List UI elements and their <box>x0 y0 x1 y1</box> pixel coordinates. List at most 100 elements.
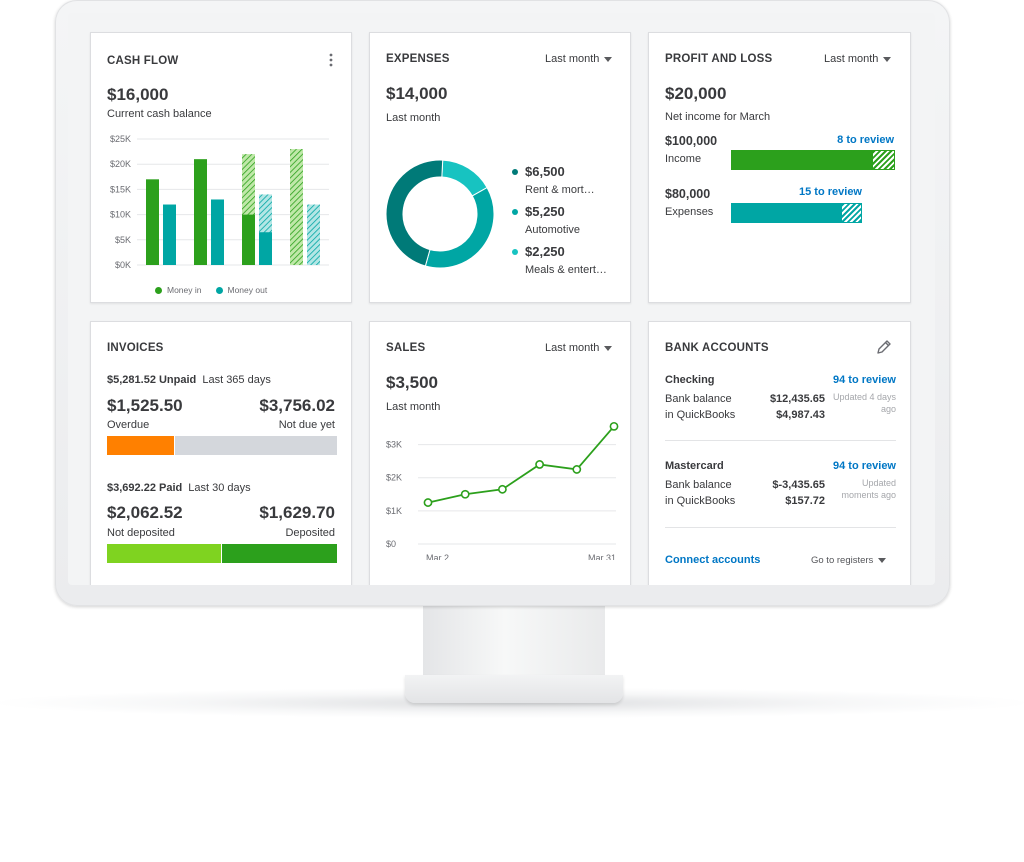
sales-point[interactable] <box>609 421 619 431</box>
bank-balance-value: $-3,435.65 <box>772 479 825 491</box>
expenses-subtitle: Last month <box>386 112 441 124</box>
not-deposited-bar-fill <box>107 544 221 563</box>
sales-point[interactable] <box>535 460 544 469</box>
period-label: Last month <box>545 53 600 65</box>
net-income-label: Net income for March <box>665 111 771 123</box>
unpaid-bar[interactable] <box>107 436 337 455</box>
updated-status: Updated 4 days ago <box>832 392 896 414</box>
bank-accounts-card[interactable]: BANK ACCOUNTS Checking 94 to review Bank b… <box>648 321 911 585</box>
money-out-bar[interactable] <box>307 204 320 265</box>
y-tick-label: $5K <box>115 235 131 245</box>
dashboard-screen: CASH FLOW $16,000 Current cash balance $… <box>68 13 935 585</box>
chevron-down-icon <box>604 56 613 62</box>
registers-label: Go to registers <box>811 555 874 566</box>
money-in-legend: Money in <box>167 285 202 295</box>
money-in-bar[interactable] <box>290 149 303 265</box>
card-title: PROFIT AND LOSS <box>665 53 773 65</box>
expenses-period-dropdown[interactable]: Last month <box>545 53 613 65</box>
sales-point[interactable] <box>572 465 582 474</box>
expense-amount: $2,250 <box>525 244 565 259</box>
expenses-review-link[interactable]: 15 to review <box>799 186 862 198</box>
sales-period-dropdown[interactable]: Last month <box>545 342 613 354</box>
quickbooks-balance-label: in QuickBooks <box>665 409 736 421</box>
money-out-legend: Money out <box>227 285 268 295</box>
cash-flow-legend: Money in Money out <box>155 285 267 295</box>
account-name: Checking <box>665 374 715 386</box>
cash-flow-card[interactable]: CASH FLOW $16,000 Current cash balance $… <box>90 32 352 303</box>
donut-slice[interactable] <box>441 159 488 197</box>
money-in-legend-dot <box>155 286 162 294</box>
cash-balance-amount: $16,000 <box>107 85 169 104</box>
profit-loss-period-dropdown[interactable]: Last month <box>824 53 892 65</box>
card-title: EXPENSES <box>386 53 450 65</box>
connect-accounts-link[interactable]: Connect accounts <box>665 554 761 566</box>
overdue-amount: $1,525.50 <box>107 396 183 415</box>
sales-point[interactable] <box>423 498 433 507</box>
expenses-card[interactable]: EXPENSES Last month $14,000 Last month $… <box>369 32 631 303</box>
unpaid-summary: $5,281.52 Unpaid Last 365 days <box>107 374 271 386</box>
money-out-legend-dot <box>215 286 223 294</box>
pencil-icon[interactable] <box>876 339 892 355</box>
deposited-amount: $1,629.70 <box>259 503 335 522</box>
account-review-link[interactable]: 94 to review <box>833 460 896 472</box>
bank-account-row[interactable]: Mastercard 94 to review Bank balance $-3,43… <box>649 460 912 530</box>
money-out-bar[interactable] <box>163 204 176 265</box>
unpaid-total: $5,281.52 Unpaid <box>107 374 197 386</box>
money-out-bar[interactable] <box>211 199 224 265</box>
bank-balance-value: $12,435.65 <box>769 393 825 405</box>
card-title: CASH FLOW <box>107 55 179 67</box>
income-bar-fill <box>731 150 872 170</box>
monitor-frame: CASH FLOW $16,000 Current cash balance $… <box>55 0 950 606</box>
expense-amount: $6,500 <box>525 164 565 179</box>
y-tick-label: $15K <box>110 184 131 194</box>
invoices-card[interactable]: INVOICES $5,281.52 Unpaid Last 365 days … <box>90 321 352 585</box>
money-out-actual-bar[interactable] <box>259 232 272 265</box>
not-deposited-amount: $2,062.52 <box>107 503 183 522</box>
sales-point[interactable] <box>498 484 507 494</box>
sales-point[interactable] <box>460 489 470 499</box>
x-tick-label: Mar 2 <box>426 553 449 560</box>
deposited-label: Deposited <box>285 527 335 539</box>
bank-account-row[interactable]: Checking 94 to review Bank balance $12,435.… <box>649 374 912 444</box>
income-review-link[interactable]: 8 to review <box>837 134 894 146</box>
legend-dot <box>512 249 518 255</box>
donut-slice[interactable] <box>424 186 495 269</box>
income-amount: $100,000 <box>665 134 718 148</box>
card-title: BANK ACCOUNTS <box>665 342 769 354</box>
money-in-actual-bar[interactable] <box>242 214 255 265</box>
donut-slice[interactable] <box>385 159 444 267</box>
chevron-down-icon <box>878 558 887 563</box>
period-label: Last month <box>545 342 600 354</box>
expense-category: Meals & entert… <box>525 264 607 276</box>
paid-total: $3,692.22 Paid <box>107 482 183 494</box>
overdue-label: Overdue <box>107 419 150 431</box>
money-in-bar[interactable] <box>194 159 207 265</box>
income-label: Income <box>665 153 702 165</box>
kebab-icon[interactable] <box>328 53 334 67</box>
account-review-link[interactable]: 94 to review <box>833 374 896 386</box>
paid-summary: $3,692.22 Paid Last 30 days <box>107 482 251 494</box>
quickbooks-balance-label: in QuickBooks <box>665 495 736 507</box>
sales-line <box>427 425 615 504</box>
go-to-registers-dropdown[interactable]: Go to registers <box>811 555 887 566</box>
profit-loss-card[interactable]: PROFIT AND LOSS Last month $20,000 Net i… <box>648 32 911 303</box>
sales-line-chart: $0 $1K $2K $3K Mar 2 Mar 31 <box>386 421 619 560</box>
bank-balance-label: Bank balance <box>665 393 732 405</box>
card-title: INVOICES <box>107 342 164 354</box>
legend-dot <box>512 169 518 175</box>
overdue-bar-fill <box>107 436 174 455</box>
paid-bar[interactable] <box>107 544 337 563</box>
sales-card[interactable]: SALES Last month $3,500 Last month $0 $1K… <box>369 321 631 585</box>
y-tick-label: $2K <box>386 473 402 483</box>
expenses-pl-label: Expenses <box>665 206 714 218</box>
money-in-bar[interactable] <box>146 179 159 265</box>
expenses-donut-chart <box>385 159 495 269</box>
expenses-amount: $14,000 <box>386 84 448 103</box>
expense-category: Automotive <box>525 224 581 236</box>
net-income-amount: $20,000 <box>665 84 727 103</box>
y-tick-label: $10K <box>110 210 131 220</box>
cash-flow-bar-chart: $0K$5K$10K$15K$20K$25KFEBMARAPRMAY <box>110 134 329 270</box>
quickbooks-balance-value: $157.72 <box>785 495 825 507</box>
income-bar <box>731 150 895 170</box>
chevron-down-icon <box>883 56 892 62</box>
